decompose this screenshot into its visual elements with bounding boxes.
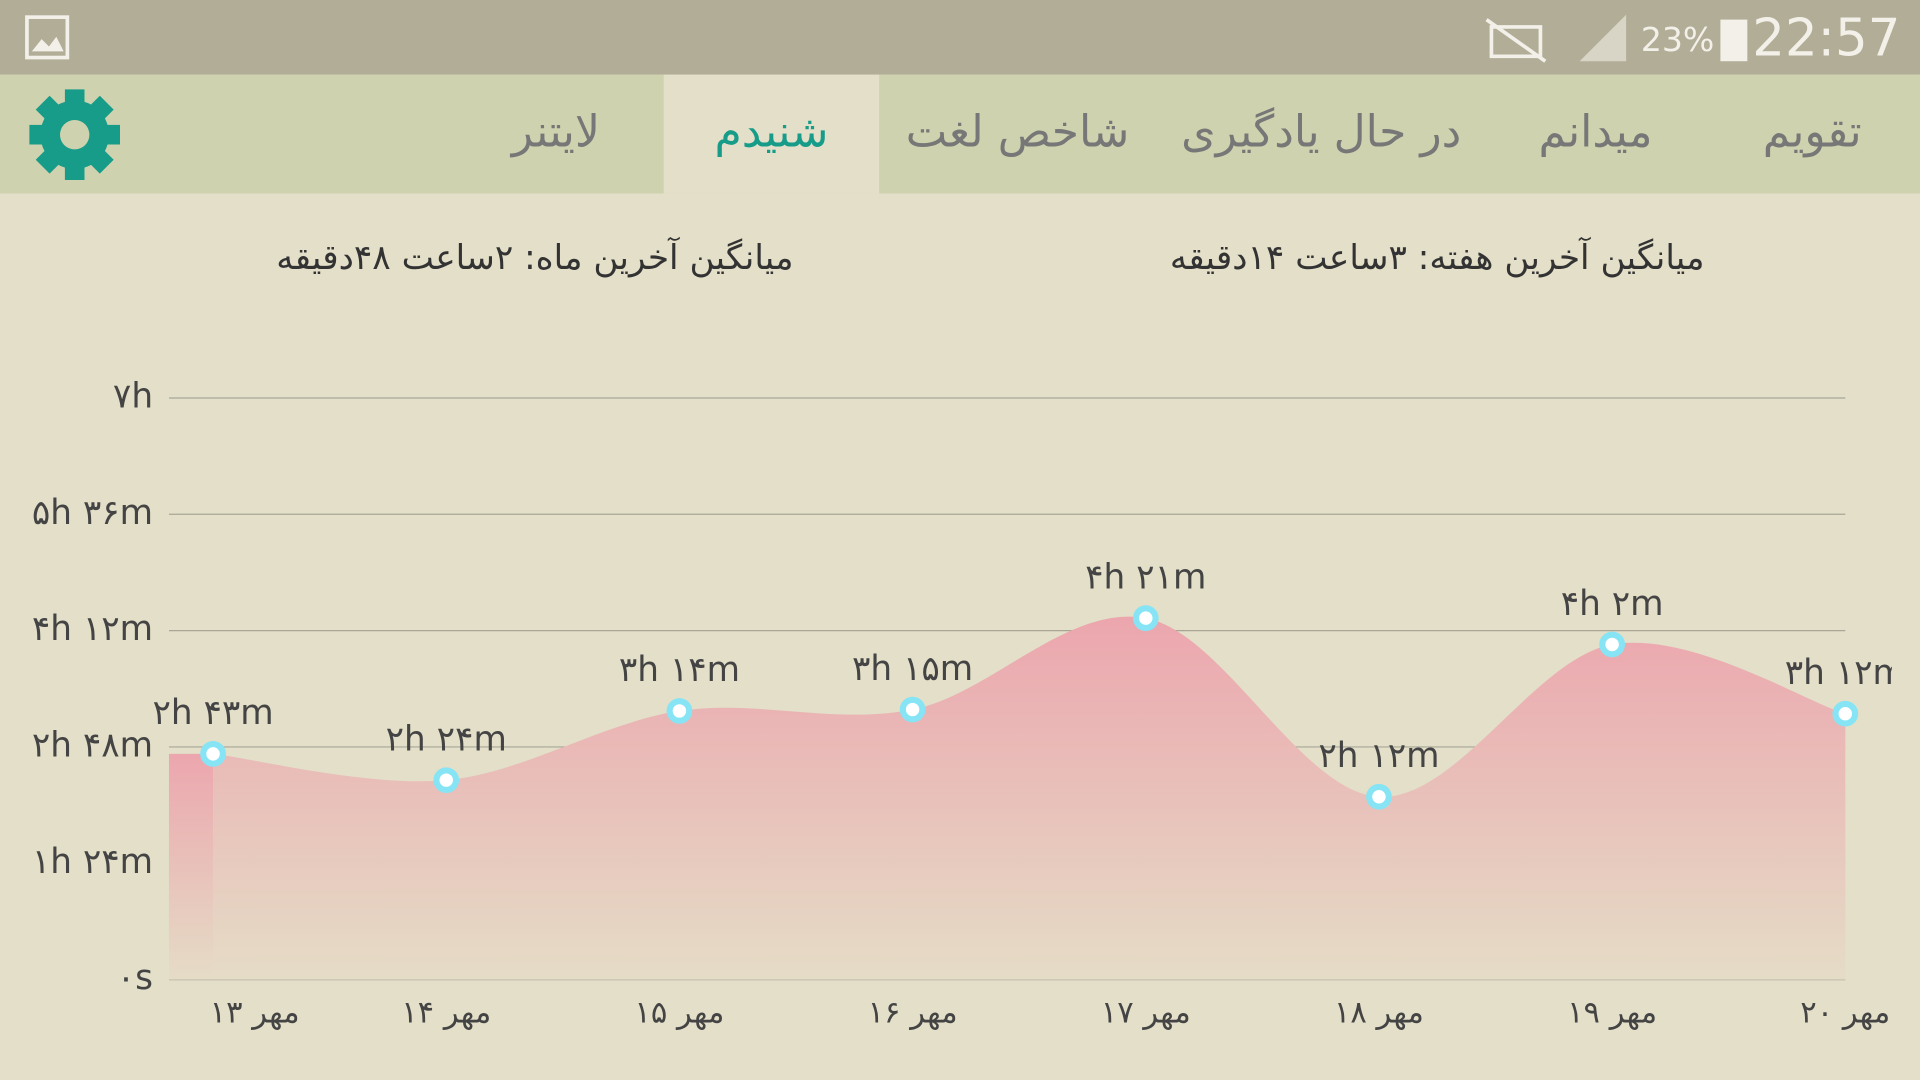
x-tick-label: ۱۳ مهر <box>210 995 300 1030</box>
x-tick-label: ۱۷ مهر <box>1101 995 1191 1030</box>
point <box>200 741 226 767</box>
area <box>213 616 1846 980</box>
point <box>666 698 693 724</box>
battery-icon <box>1720 19 1748 62</box>
gallery-icon <box>25 15 70 60</box>
tab[interactable]: میدانم <box>1539 107 1653 158</box>
tab[interactable]: شنیدم <box>714 107 828 158</box>
tab[interactable]: لایتنر <box>510 107 600 158</box>
clock: 22:57 <box>1752 9 1900 69</box>
x-tick-label: ۱۹ مهر <box>1567 995 1657 1030</box>
chart: ۰s ۱h ۲۴m ۲h ۴۸m ۴h ۱۲m ۵h ۳۶m ۷h ۲h ۴۳m ۱۳ مهر… <box>32 376 1906 1030</box>
value-label: ۳h ۱۲m <box>1785 653 1906 693</box>
week-average: میانگین آخرین هفته: ۳ساعت ۱۴دقیقه <box>1170 236 1705 278</box>
point <box>899 696 926 723</box>
status-bar <box>0 0 1920 75</box>
value-label: ۳h ۱۴m <box>619 650 740 690</box>
tabs: تقویم میدانم در حال یادگیری شاخص لغت شنیدم لا… <box>510 74 1862 194</box>
point <box>1599 631 1625 658</box>
tab[interactable]: تقویم <box>1763 107 1862 158</box>
y-tick-label: ۲h ۴۸m <box>32 725 153 765</box>
month-average: میانگین آخرین ماه: ۲ساعت ۴۸دقیقه <box>276 236 793 278</box>
x-tick-label: ۱۸ مهر <box>1334 995 1424 1030</box>
tab[interactable]: در حال یادگیری <box>1181 107 1461 158</box>
value-label: ۴h ۲۱m <box>1085 557 1206 597</box>
point <box>433 767 460 794</box>
settings-button[interactable] <box>29 89 120 180</box>
value-label: ۳h ۱۵m <box>852 649 973 689</box>
x-tick-label: ۱۵ مهر <box>634 995 724 1030</box>
tab-bar <box>0 74 1920 194</box>
battery-percent: 23% <box>1641 20 1714 59</box>
value-label: ۲h ۴۳m <box>152 693 273 733</box>
selected-tab-bg <box>663 74 880 194</box>
value-label: ۲h ۲۴m <box>386 719 507 759</box>
signal-icon <box>1579 14 1627 62</box>
y-tick-label: ۰s <box>117 958 153 998</box>
x-tick-label: ۱۴ مهر <box>401 995 491 1030</box>
value-label: ۴h ۲m <box>1561 584 1664 624</box>
point <box>1366 783 1392 810</box>
tab[interactable]: شاخص لغت <box>906 107 1130 158</box>
gallery-icon-glyph <box>31 36 64 52</box>
x-tick-label: ۲۰ مهر <box>1800 995 1890 1030</box>
y-tick-label: ۱h ۲۴m <box>32 842 153 882</box>
x-tick-label: ۱۶ مهر <box>868 995 958 1030</box>
y-tick-label: ۵h ۳۶m <box>32 493 153 533</box>
y-tick-label: ۴h ۱۲m <box>32 609 153 649</box>
mute-slash <box>1485 18 1547 63</box>
y-tick-label: ۷h <box>113 376 153 416</box>
point <box>1132 605 1159 632</box>
area-start <box>168 753 214 980</box>
point <box>1832 700 1859 727</box>
value-label: ۲h ۱۲m <box>1318 736 1439 776</box>
